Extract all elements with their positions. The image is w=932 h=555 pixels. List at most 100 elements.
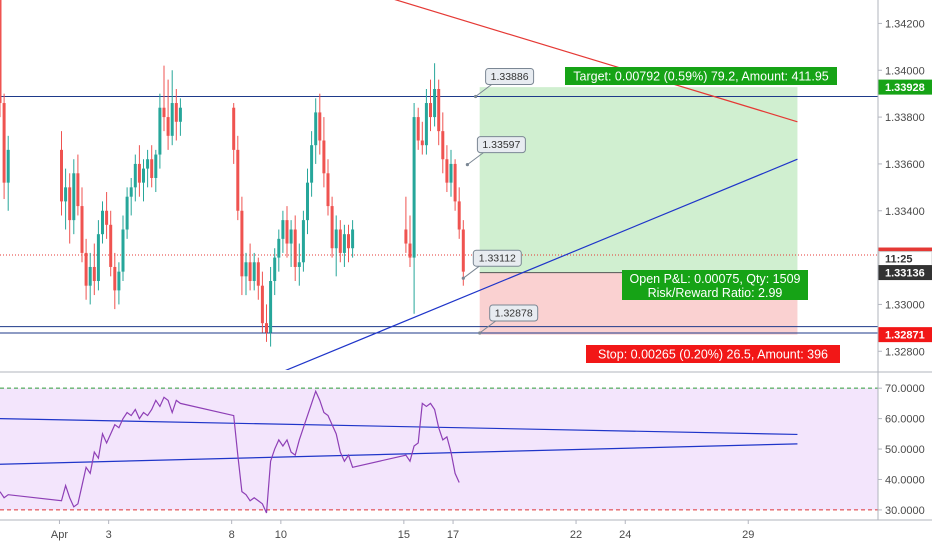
- candle[interactable]: [277, 229, 281, 272]
- candle[interactable]: [6, 135, 10, 211]
- candle[interactable]: [273, 248, 277, 296]
- candle[interactable]: [285, 206, 289, 258]
- candle[interactable]: [236, 135, 240, 221]
- candle[interactable]: [424, 88, 428, 155]
- target-zone[interactable]: [479, 87, 798, 273]
- candle[interactable]: [416, 107, 420, 150]
- candle-body: [441, 131, 445, 160]
- candle[interactable]: [142, 159, 145, 202]
- candle[interactable]: [260, 271, 264, 333]
- candle[interactable]: [351, 220, 355, 258]
- candle[interactable]: [109, 210, 113, 277]
- candle[interactable]: [117, 262, 121, 305]
- candle[interactable]: [72, 159, 76, 235]
- candle[interactable]: [0, 0, 2, 118]
- candle[interactable]: [412, 103, 416, 314]
- price-axis[interactable]: 1.34200 1.34000 1.33800 1.33600 1.33400 1.330…: [878, 18, 932, 358]
- red-descending-trendline[interactable]: [180, 0, 798, 123]
- candle[interactable]: [174, 88, 178, 141]
- price-callout[interactable]: 1.32878: [478, 304, 539, 335]
- candle[interactable]: [326, 159, 330, 216]
- candle[interactable]: [318, 93, 322, 155]
- candle[interactable]: [449, 149, 453, 197]
- main-pane[interactable]: 1.33886 1.33597 1.33112 1.32878 Target: 0.00…: [0, 0, 878, 382]
- candle[interactable]: [129, 177, 133, 216]
- candle[interactable]: [137, 145, 141, 197]
- time-axis[interactable]: Apr 3 8 10 15 17 22 24 29: [51, 520, 754, 541]
- candle[interactable]: [248, 243, 252, 291]
- candle[interactable]: [101, 201, 104, 244]
- candle[interactable]: [408, 215, 412, 267]
- candle[interactable]: [429, 79, 432, 132]
- oscillator-descending-trendline[interactable]: [0, 418, 798, 436]
- candle[interactable]: [433, 63, 437, 127]
- candle[interactable]: [301, 210, 305, 272]
- candle[interactable]: [310, 131, 314, 197]
- candle[interactable]: [252, 252, 256, 291]
- candle[interactable]: [347, 224, 350, 263]
- oscillator-line[interactable]: [0, 389, 460, 514]
- candle[interactable]: [240, 196, 244, 296]
- candle[interactable]: [68, 173, 72, 244]
- candle[interactable]: [88, 252, 92, 305]
- candle[interactable]: [170, 70, 174, 146]
- candle[interactable]: [404, 196, 408, 253]
- candle[interactable]: [92, 243, 96, 296]
- candle[interactable]: [60, 131, 63, 216]
- pnl-label[interactable]: Open P&L: 0.00075, Qty: 1509Risk/Reward …: [622, 270, 808, 300]
- candle[interactable]: [178, 98, 182, 136]
- candle[interactable]: [461, 220, 465, 286]
- price-callout[interactable]: 1.33886: [474, 67, 535, 99]
- candle[interactable]: [125, 187, 129, 239]
- candle[interactable]: [453, 159, 457, 211]
- candle[interactable]: [162, 65, 166, 132]
- candle[interactable]: [166, 79, 170, 150]
- candle[interactable]: [256, 257, 260, 300]
- candle[interactable]: [150, 145, 154, 188]
- candle[interactable]: [441, 112, 445, 174]
- price-callout[interactable]: 1.33112: [461, 249, 522, 280]
- candle[interactable]: [105, 192, 109, 239]
- candle[interactable]: [338, 220, 342, 263]
- candle[interactable]: [445, 145, 449, 193]
- candle[interactable]: [342, 224, 346, 267]
- candle[interactable]: [154, 149, 158, 193]
- candle[interactable]: [330, 196, 334, 258]
- candle[interactable]: [289, 220, 293, 267]
- oscillator-ascending-trendline[interactable]: [0, 443, 798, 465]
- callout-anchor: [474, 94, 478, 99]
- candle[interactable]: [146, 149, 150, 188]
- candle[interactable]: [113, 252, 117, 310]
- candle[interactable]: [76, 154, 80, 216]
- candle[interactable]: [133, 154, 137, 202]
- candle[interactable]: [281, 210, 285, 253]
- candle[interactable]: [457, 187, 461, 239]
- candle[interactable]: [158, 93, 162, 169]
- oscillator-pane[interactable]: [0, 387, 878, 514]
- candle[interactable]: [2, 93, 6, 200]
- candle[interactable]: [265, 304, 268, 342]
- candle[interactable]: [306, 168, 309, 235]
- price-callout[interactable]: 1.33597: [465, 136, 526, 167]
- candle[interactable]: [96, 220, 100, 291]
- candle[interactable]: [297, 243, 301, 286]
- stop-label[interactable]: Stop: 0.00265 (0.20%) 26.5, Amount: 396: [586, 345, 840, 363]
- candle[interactable]: [293, 215, 297, 282]
- candle[interactable]: [64, 168, 68, 230]
- candle[interactable]: [84, 238, 88, 300]
- oscillator-axis[interactable]: 70.0000 60.0000 50.0000 40.0000 30.0000: [878, 383, 925, 517]
- candle[interactable]: [420, 121, 424, 155]
- candle[interactable]: [314, 98, 318, 164]
- candle[interactable]: [232, 103, 236, 164]
- candle[interactable]: [269, 266, 273, 347]
- target-label[interactable]: Target: 0.00792 (0.59%) 79.2, Amount: 41…: [565, 67, 837, 85]
- candle[interactable]: [80, 187, 84, 263]
- candle[interactable]: [322, 117, 326, 188]
- candle[interactable]: [334, 215, 338, 277]
- blue-ascending-trendline[interactable]: [258, 158, 798, 381]
- candle[interactable]: [121, 215, 125, 282]
- candle[interactable]: [244, 252, 248, 296]
- candle[interactable]: [437, 79, 441, 146]
